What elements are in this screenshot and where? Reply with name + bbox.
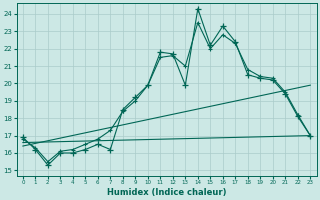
X-axis label: Humidex (Indice chaleur): Humidex (Indice chaleur) [107, 188, 226, 197]
